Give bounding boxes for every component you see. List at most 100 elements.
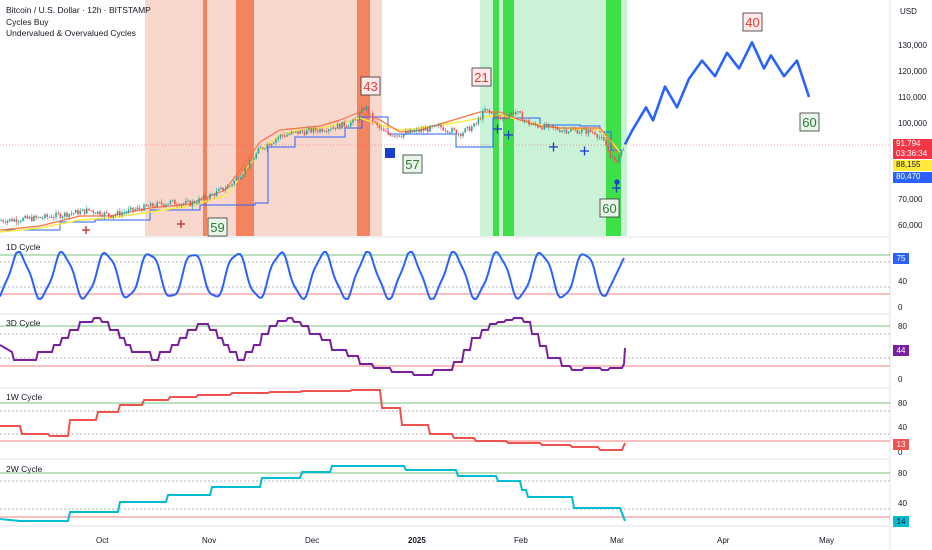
candle-body [497,115,499,117]
candle-body [508,114,510,118]
candle-body [378,125,381,128]
candle-body [182,203,185,205]
candle-body [273,142,275,144]
candle-body [554,127,557,129]
chart-legend: Bitcoin / U.S. Dollar · 12h · BITSTAMP C… [6,5,151,40]
candles [0,105,625,226]
candle-body [28,216,31,219]
indicator-valuation-cycles[interactable]: Undervalued & Overvalued Cycles [6,28,136,38]
candle-body [598,137,601,139]
pane-title-1w[interactable]: 1W Cycle [6,392,43,402]
candle-body [380,127,383,129]
current-price-value: 91,794 [896,139,921,148]
overvalued-bar [203,0,207,236]
yellow-line-badge: 88,155 [893,160,932,171]
candle-body [242,174,244,178]
candle-body [72,213,75,214]
candle-body [180,204,183,206]
candle-body [545,123,548,128]
candle-body [101,215,103,217]
candle-body [119,211,121,216]
overvalued-zone [145,0,382,236]
candle-body [77,210,79,215]
count-label: 40 [745,15,759,30]
pane-tick: 40 [898,277,907,286]
candle-body [532,123,535,125]
candle-body [394,135,396,137]
time-tick: Apr [717,536,730,545]
candle-body [134,209,136,211]
pane-axes: 40 0 80 0 80 40 0 80 40 [898,277,907,508]
candle-body [301,130,304,132]
pane-title-3d[interactable]: 3D Cycle [6,318,41,328]
candle-body [116,211,119,215]
candle-body [202,195,205,199]
candle-body [279,134,282,138]
candle-body [224,188,227,191]
candle-body [92,210,95,213]
cycle-2w-line [0,465,626,522]
candle-body [451,128,453,133]
candle-body [552,125,554,128]
candle-body [11,218,13,222]
candle-body [446,130,449,133]
support-step-line [0,116,622,231]
cycle-1d-value-badge: 75 [893,253,909,264]
pane-title-1d[interactable]: 1D Cycle [6,242,41,252]
candle-body [477,118,480,124]
candle-body [534,123,537,125]
candle-body [482,110,484,120]
time-tick: May [819,536,834,545]
candle-body [211,193,213,195]
candle-body [64,212,66,217]
candle-body [50,216,53,218]
candle-body [24,215,26,218]
candle-body [270,143,273,146]
candle-body [523,119,526,121]
candle-body [125,212,128,214]
candle-body [319,128,321,132]
candle-body [193,201,196,204]
symbol-title[interactable]: Bitcoin / U.S. Dollar · 12h · BITSTAMP [6,5,151,15]
candle-body [585,128,587,134]
candle-body [347,125,350,127]
candle-body [103,212,106,217]
cycle-2w-value-badge: 14 [893,516,909,527]
candle-body [605,140,607,146]
candle-body [187,200,189,202]
candle-body [416,129,418,131]
time-axis: Oct Nov Dec 2025 Feb Mar Apr May [96,536,834,545]
candle-body [614,156,616,161]
candle-body [336,123,339,129]
pane-tick: 80 [898,399,907,408]
candle-body [13,219,15,222]
time-tick: Mar [610,536,624,545]
blue-line-value: 80,470 [896,172,921,181]
candle-body [0,220,2,222]
candle-body [442,127,444,131]
candle-body [178,205,180,206]
candle-body [220,187,222,189]
candle-body [424,128,427,131]
cycle-3d-line [0,317,626,376]
candle-body [259,147,262,149]
candle-body [581,129,583,133]
candle-body [462,132,464,137]
candle-body [248,160,251,169]
candle-body [578,132,581,134]
count-label: 60 [802,115,816,130]
current-price-badge: 91,794 03:36:34 [893,139,932,159]
undervalued-bar [606,0,621,236]
candle-body [152,203,154,207]
candle-body [332,127,334,129]
candle-body [512,112,515,115]
candle-body [94,212,97,214]
candle-body [501,117,504,119]
buy-cross-marker [82,220,185,234]
indicator-cycles-buy[interactable]: Cycles Buy [6,16,49,27]
candle-body [515,112,517,115]
pane-title-2w[interactable]: 2W Cycle [6,464,43,474]
candle-body [479,118,482,120]
candle-body [86,208,88,214]
